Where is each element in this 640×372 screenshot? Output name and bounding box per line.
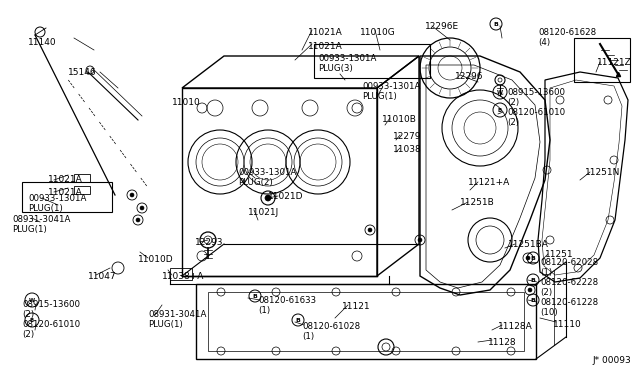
- Text: 00933-1301A
PLUG(3): 00933-1301A PLUG(3): [318, 54, 376, 73]
- Text: B: B: [296, 317, 300, 323]
- Text: 00933-1301A
PLUG(2): 00933-1301A PLUG(2): [238, 168, 296, 187]
- Text: 00933-1301A
PLUG(1): 00933-1301A PLUG(1): [362, 82, 420, 102]
- Text: 11251BA: 11251BA: [508, 240, 549, 249]
- Text: 11121Z: 11121Z: [597, 58, 632, 67]
- Text: 11021D: 11021D: [268, 192, 303, 201]
- Text: 11021A: 11021A: [308, 42, 343, 51]
- Bar: [574, 38, 630, 82]
- Text: 08120-61628
(4): 08120-61628 (4): [538, 28, 596, 47]
- Text: 08931-3041A
PLUG(1): 08931-3041A PLUG(1): [148, 310, 206, 329]
- Text: 12296E: 12296E: [425, 22, 459, 31]
- Text: 12293: 12293: [195, 238, 223, 247]
- Circle shape: [526, 256, 530, 260]
- Text: 08915-13600
(2): 08915-13600 (2): [507, 88, 565, 108]
- Bar: [74, 174, 90, 182]
- Text: 11010G: 11010G: [360, 28, 396, 37]
- Text: 08120-61010
(2): 08120-61010 (2): [22, 320, 80, 339]
- Text: B: B: [498, 108, 502, 112]
- Text: 11010B: 11010B: [382, 115, 417, 124]
- Text: B: B: [253, 294, 257, 298]
- Text: B: B: [30, 317, 34, 323]
- Text: 15146: 15146: [68, 68, 97, 77]
- Text: 11121: 11121: [342, 302, 371, 311]
- Text: 08120-61028
(1): 08120-61028 (1): [302, 322, 360, 341]
- Text: 12279: 12279: [393, 132, 422, 141]
- Text: B: B: [493, 22, 499, 26]
- Text: W: W: [29, 298, 35, 302]
- Text: 11038+A: 11038+A: [162, 272, 204, 281]
- Bar: [170, 268, 192, 280]
- Text: 11140: 11140: [28, 38, 56, 47]
- Text: 11047: 11047: [88, 272, 116, 281]
- Text: 11010D: 11010D: [138, 255, 173, 264]
- Bar: [182, 88, 377, 276]
- Text: 08120-61010
(2): 08120-61010 (2): [507, 108, 565, 127]
- Text: 11021A: 11021A: [48, 175, 83, 184]
- Text: 08120-62028
(1): 08120-62028 (1): [540, 258, 598, 278]
- Bar: [208, 292, 524, 351]
- Text: 08120-61228
(10): 08120-61228 (10): [540, 298, 598, 317]
- Text: 11010: 11010: [172, 98, 201, 107]
- Text: 11110: 11110: [553, 320, 582, 329]
- Circle shape: [265, 195, 271, 201]
- Bar: [22, 182, 112, 212]
- Text: J* 00093: J* 00093: [592, 356, 631, 365]
- Bar: [196, 284, 536, 359]
- Text: 11121+A: 11121+A: [468, 178, 510, 187]
- Text: 11251: 11251: [545, 250, 573, 259]
- Circle shape: [528, 288, 532, 292]
- Text: 11021J: 11021J: [248, 208, 279, 217]
- Text: 11038: 11038: [393, 145, 422, 154]
- Text: 12296: 12296: [455, 72, 483, 81]
- Text: 00933-1301A
PLUG(1): 00933-1301A PLUG(1): [28, 194, 86, 214]
- Text: 11021A: 11021A: [48, 188, 83, 197]
- Text: 11021A: 11021A: [308, 28, 343, 37]
- Text: 11251B: 11251B: [460, 198, 495, 207]
- Bar: [74, 186, 90, 194]
- Text: 11128A: 11128A: [498, 322, 532, 331]
- Text: 08931-3041A
PLUG(1): 08931-3041A PLUG(1): [12, 215, 70, 234]
- Text: 08120-61633
(1): 08120-61633 (1): [258, 296, 316, 315]
- Text: 08915-13600
(2): 08915-13600 (2): [22, 300, 80, 320]
- Circle shape: [368, 228, 372, 232]
- Circle shape: [136, 218, 140, 222]
- Text: 11128: 11128: [488, 338, 516, 347]
- Text: W: W: [497, 90, 503, 94]
- Circle shape: [418, 238, 422, 242]
- Text: B: B: [531, 256, 536, 260]
- Text: 11251N: 11251N: [585, 168, 620, 177]
- Text: B: B: [531, 298, 536, 302]
- Circle shape: [130, 193, 134, 197]
- Circle shape: [140, 206, 144, 210]
- Bar: [314, 44, 430, 78]
- Text: B: B: [531, 278, 536, 282]
- Text: 08120-62228
(2): 08120-62228 (2): [540, 278, 598, 297]
